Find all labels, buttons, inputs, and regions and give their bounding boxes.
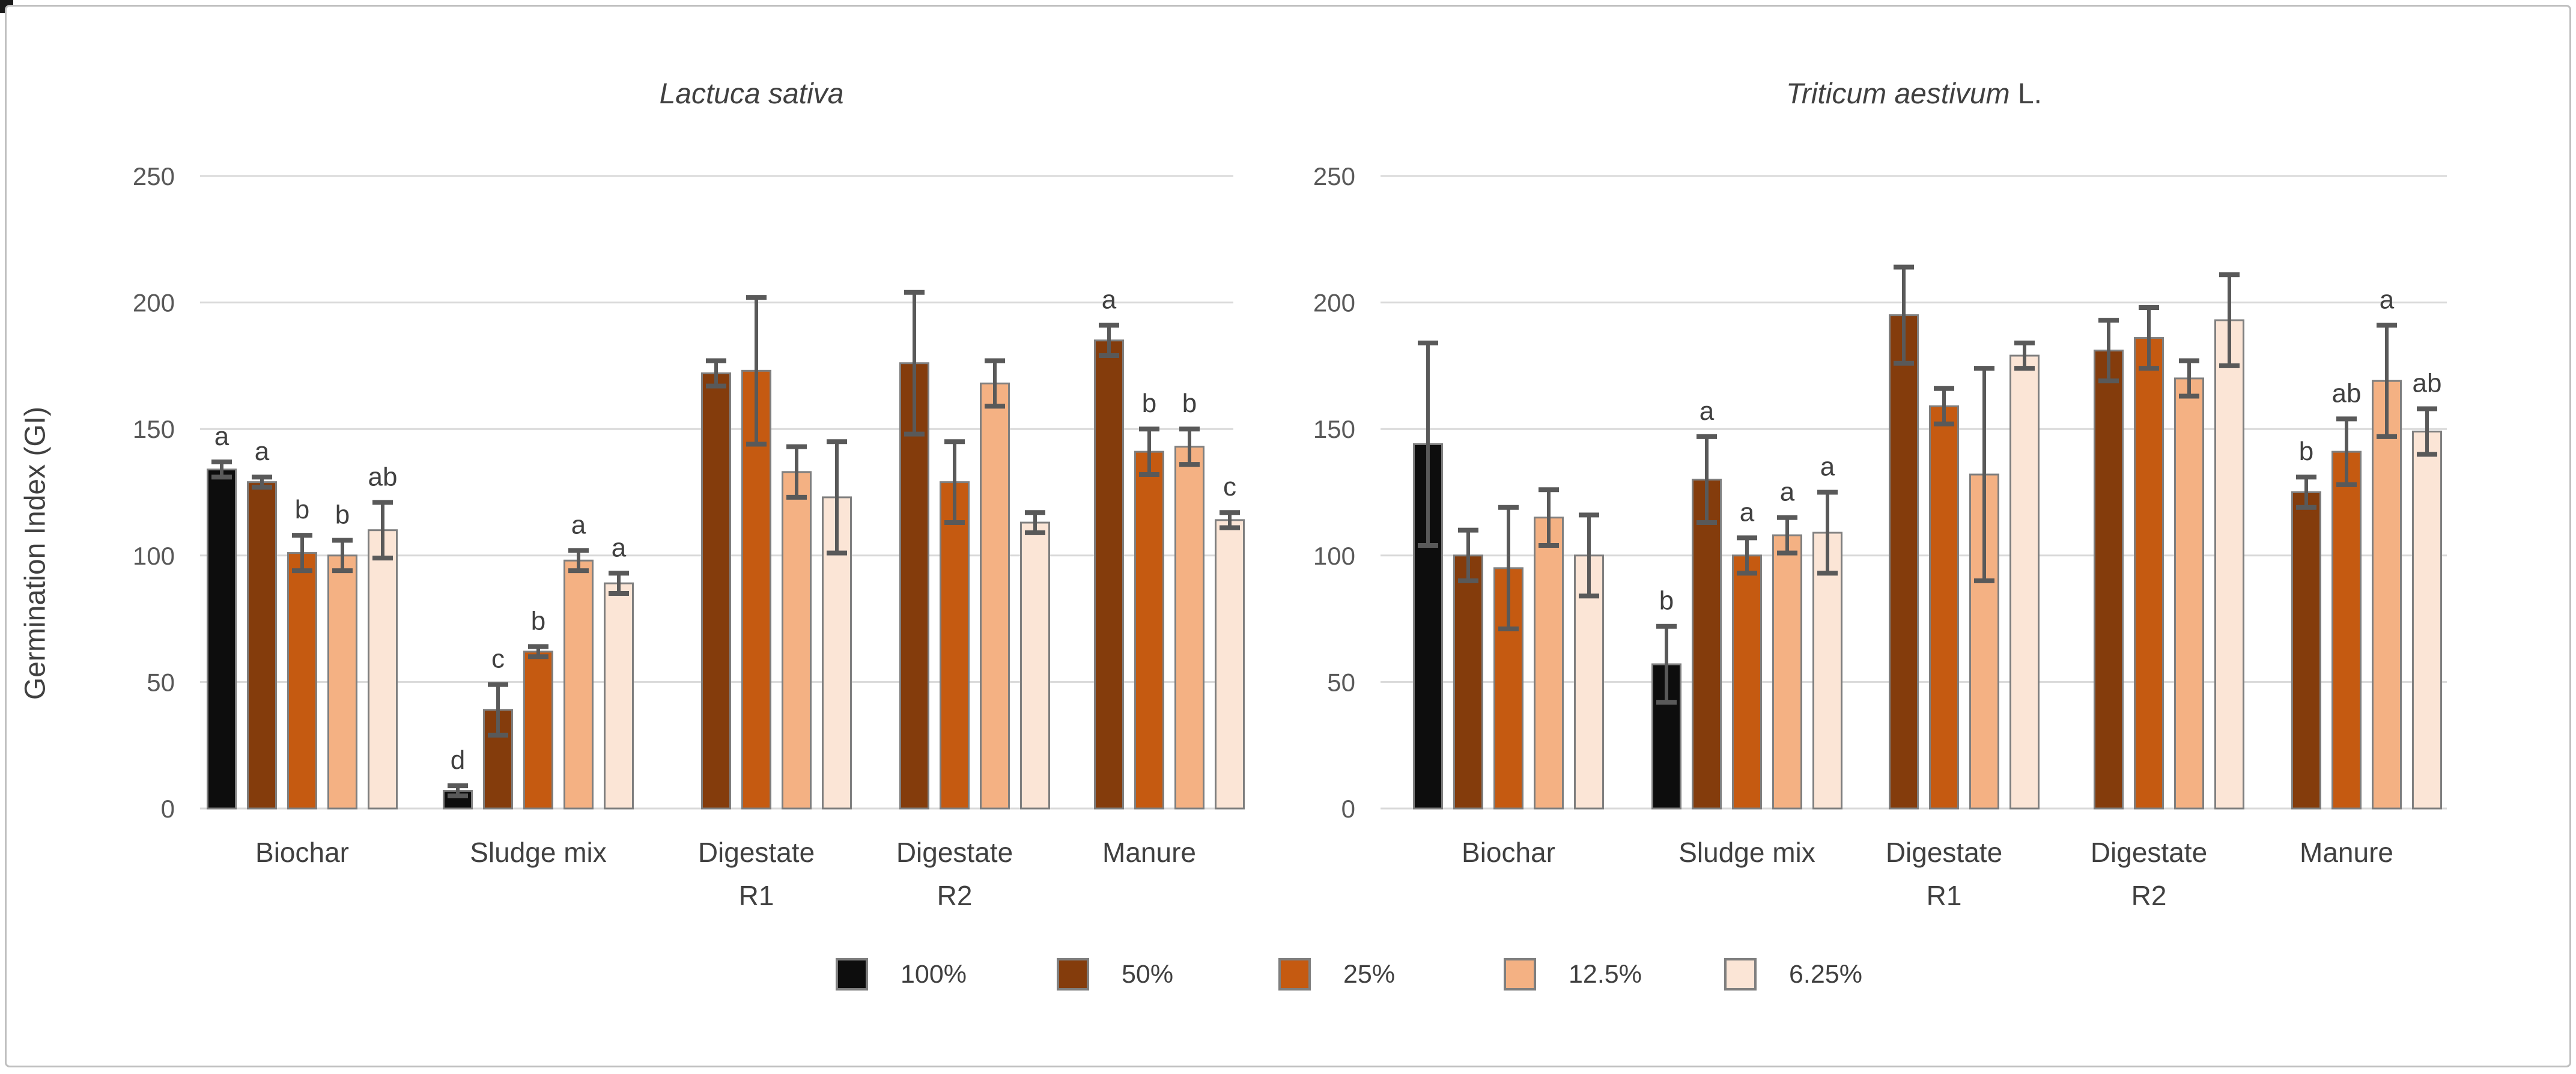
y-tick-label: 150 — [133, 415, 175, 443]
x-category-label: R1 — [739, 880, 774, 911]
significance-letter: b — [295, 495, 309, 524]
bar — [940, 481, 970, 810]
significance-letter: b — [1142, 389, 1156, 418]
bar — [2412, 430, 2442, 810]
significance-letter: ab — [368, 462, 398, 491]
x-category-label: Biochar — [255, 837, 349, 868]
y-tick-label: 0 — [1341, 795, 1355, 823]
significance-letter: a — [2380, 285, 2395, 315]
right-panel-title-suffix: L. — [2009, 78, 2042, 110]
bar — [1732, 554, 1762, 810]
x-category-label: R2 — [937, 880, 973, 911]
bar — [1889, 314, 1919, 810]
right-panel-title-text: Triticum aestivum — [1786, 78, 2010, 110]
y-tick-label: 100 — [1313, 542, 1355, 570]
bar — [2009, 354, 2040, 810]
bar — [1453, 554, 1483, 810]
significance-letter: ab — [2413, 369, 2442, 398]
bar — [523, 651, 553, 810]
significance-letter: a — [1700, 396, 1715, 426]
significance-letter: b — [335, 500, 350, 530]
significance-letter: b — [1659, 586, 1674, 616]
bar — [564, 559, 594, 810]
left-panel-title-text: Lactuca sativa — [659, 78, 844, 110]
bar — [2134, 337, 2164, 810]
significance-letter: a — [255, 437, 270, 466]
y-tick-label: 250 — [133, 162, 175, 190]
bar — [287, 552, 317, 810]
bar — [247, 481, 277, 810]
x-category-label: Digestate — [1886, 837, 2002, 868]
bar — [2291, 491, 2321, 810]
x-category-label: R1 — [1927, 880, 1962, 911]
bar — [1174, 446, 1204, 810]
significance-letter: d — [451, 745, 465, 775]
bar — [701, 372, 731, 810]
significance-letter: c — [1223, 472, 1236, 502]
significance-letter: b — [2299, 437, 2313, 466]
bar — [2214, 319, 2244, 810]
bar — [1094, 339, 1124, 810]
y-tick-label: 0 — [161, 795, 175, 823]
bar — [1929, 405, 1959, 810]
significance-letter: ab — [2332, 378, 2362, 408]
x-category-label: Manure — [2300, 837, 2393, 868]
x-category-label: R2 — [2131, 880, 2167, 911]
bar — [207, 469, 237, 810]
bar — [2372, 380, 2402, 810]
y-tick-label: 50 — [1327, 668, 1355, 696]
x-category-label: Digestate — [896, 837, 1013, 868]
bar — [2331, 451, 2362, 810]
significance-letter: a — [1780, 478, 1795, 507]
bar — [368, 529, 398, 810]
bar — [1215, 519, 1245, 810]
significance-letter: b — [1182, 389, 1197, 418]
bar — [327, 554, 357, 810]
y-tick-label: 100 — [133, 542, 175, 570]
y-tick-label: 200 — [133, 289, 175, 317]
significance-letter: a — [1820, 452, 1835, 482]
significance-letter: a — [1102, 285, 1117, 315]
bar — [980, 382, 1010, 810]
bar — [782, 471, 812, 810]
x-category-label: Sludge mix — [470, 837, 607, 868]
x-category-label: Digestate — [698, 837, 815, 868]
significance-letter: a — [214, 422, 229, 451]
y-tick-label: 150 — [1313, 415, 1355, 443]
y-tick-label: 200 — [1313, 289, 1355, 317]
significance-letter: c — [491, 645, 505, 674]
bar — [1134, 451, 1164, 810]
bar — [1772, 534, 1802, 810]
bar — [2094, 350, 2124, 810]
left-panel-title: Lactuca sativa — [660, 77, 844, 111]
x-category-label: Digestate — [2091, 837, 2207, 868]
x-category-label: Biochar — [1462, 837, 1555, 868]
y-tick-label: 50 — [147, 668, 175, 696]
bar — [1534, 517, 1564, 810]
bar — [2174, 377, 2204, 810]
significance-letter: a — [612, 533, 627, 562]
significance-letter: a — [571, 510, 586, 539]
bar — [604, 582, 634, 810]
significance-letter: b — [531, 606, 545, 636]
y-tick-label: 250 — [1313, 162, 1355, 190]
x-category-label: Sludge mix — [1678, 837, 1815, 868]
bar — [1020, 521, 1050, 810]
bar — [1692, 478, 1722, 810]
significance-letter: a — [1740, 497, 1755, 527]
right-panel-title: Triticum aestivum L. — [1786, 77, 2042, 111]
x-category-label: Manure — [1102, 837, 1196, 868]
figure-frame: Germination Index (GI) Lactuca sativa Tr… — [5, 5, 2571, 1067]
